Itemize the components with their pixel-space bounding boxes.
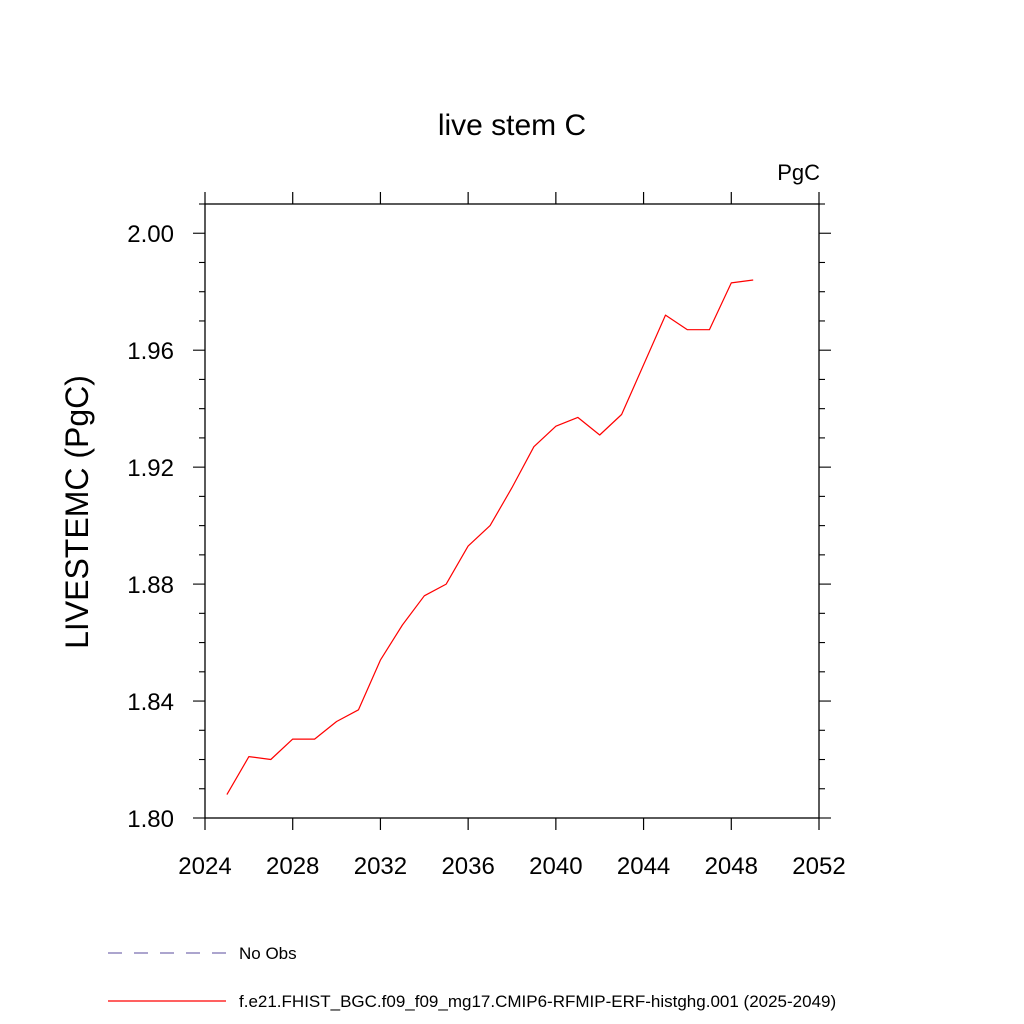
x-tick-labels: 2024 2028 2032 2036 2040 2044 2048 2052 bbox=[178, 853, 845, 880]
units-label: PgC bbox=[777, 160, 820, 185]
x-tick-label-2052: 2052 bbox=[792, 853, 845, 880]
x-tick-label-2040: 2040 bbox=[529, 853, 582, 880]
legend-label-no-obs: No Obs bbox=[239, 944, 297, 963]
chart-title: live stem C bbox=[438, 109, 586, 142]
x-tick-label-2044: 2044 bbox=[617, 853, 670, 880]
series-line-0 bbox=[226, 279, 754, 795]
x-tick-label-2028: 2028 bbox=[266, 853, 319, 880]
y-tick-label-1: 1.84 bbox=[127, 689, 174, 716]
x-tick-label-2032: 2032 bbox=[354, 853, 407, 880]
y-axis-label: LIVESTEMC (PgC) bbox=[59, 375, 95, 649]
y-tick-label-0: 1.80 bbox=[127, 806, 174, 833]
y-tick-label-2: 1.88 bbox=[127, 572, 174, 599]
x-tick-label-2036: 2036 bbox=[441, 853, 494, 880]
legend-label-model-run: f.e21.FHIST_BGC.f09_f09_mg17.CMIP6-RFMIP… bbox=[239, 992, 836, 1011]
y-tick-label-3: 1.92 bbox=[127, 455, 174, 482]
legend: No Obs f.e21.FHIST_BGC.f09_f09_mg17.CMIP… bbox=[108, 944, 836, 1011]
y-tick-label-5: 2.00 bbox=[127, 221, 174, 248]
y-tick-label-4: 1.96 bbox=[127, 338, 174, 365]
axis-ticks bbox=[193, 192, 831, 830]
x-tick-label-2024: 2024 bbox=[178, 853, 231, 880]
x-tick-label-2048: 2048 bbox=[705, 853, 758, 880]
plot-frame bbox=[204, 203, 820, 819]
y-tick-labels: 1.80 1.84 1.88 1.92 1.96 2.00 bbox=[127, 221, 174, 833]
series-layer bbox=[226, 279, 754, 795]
